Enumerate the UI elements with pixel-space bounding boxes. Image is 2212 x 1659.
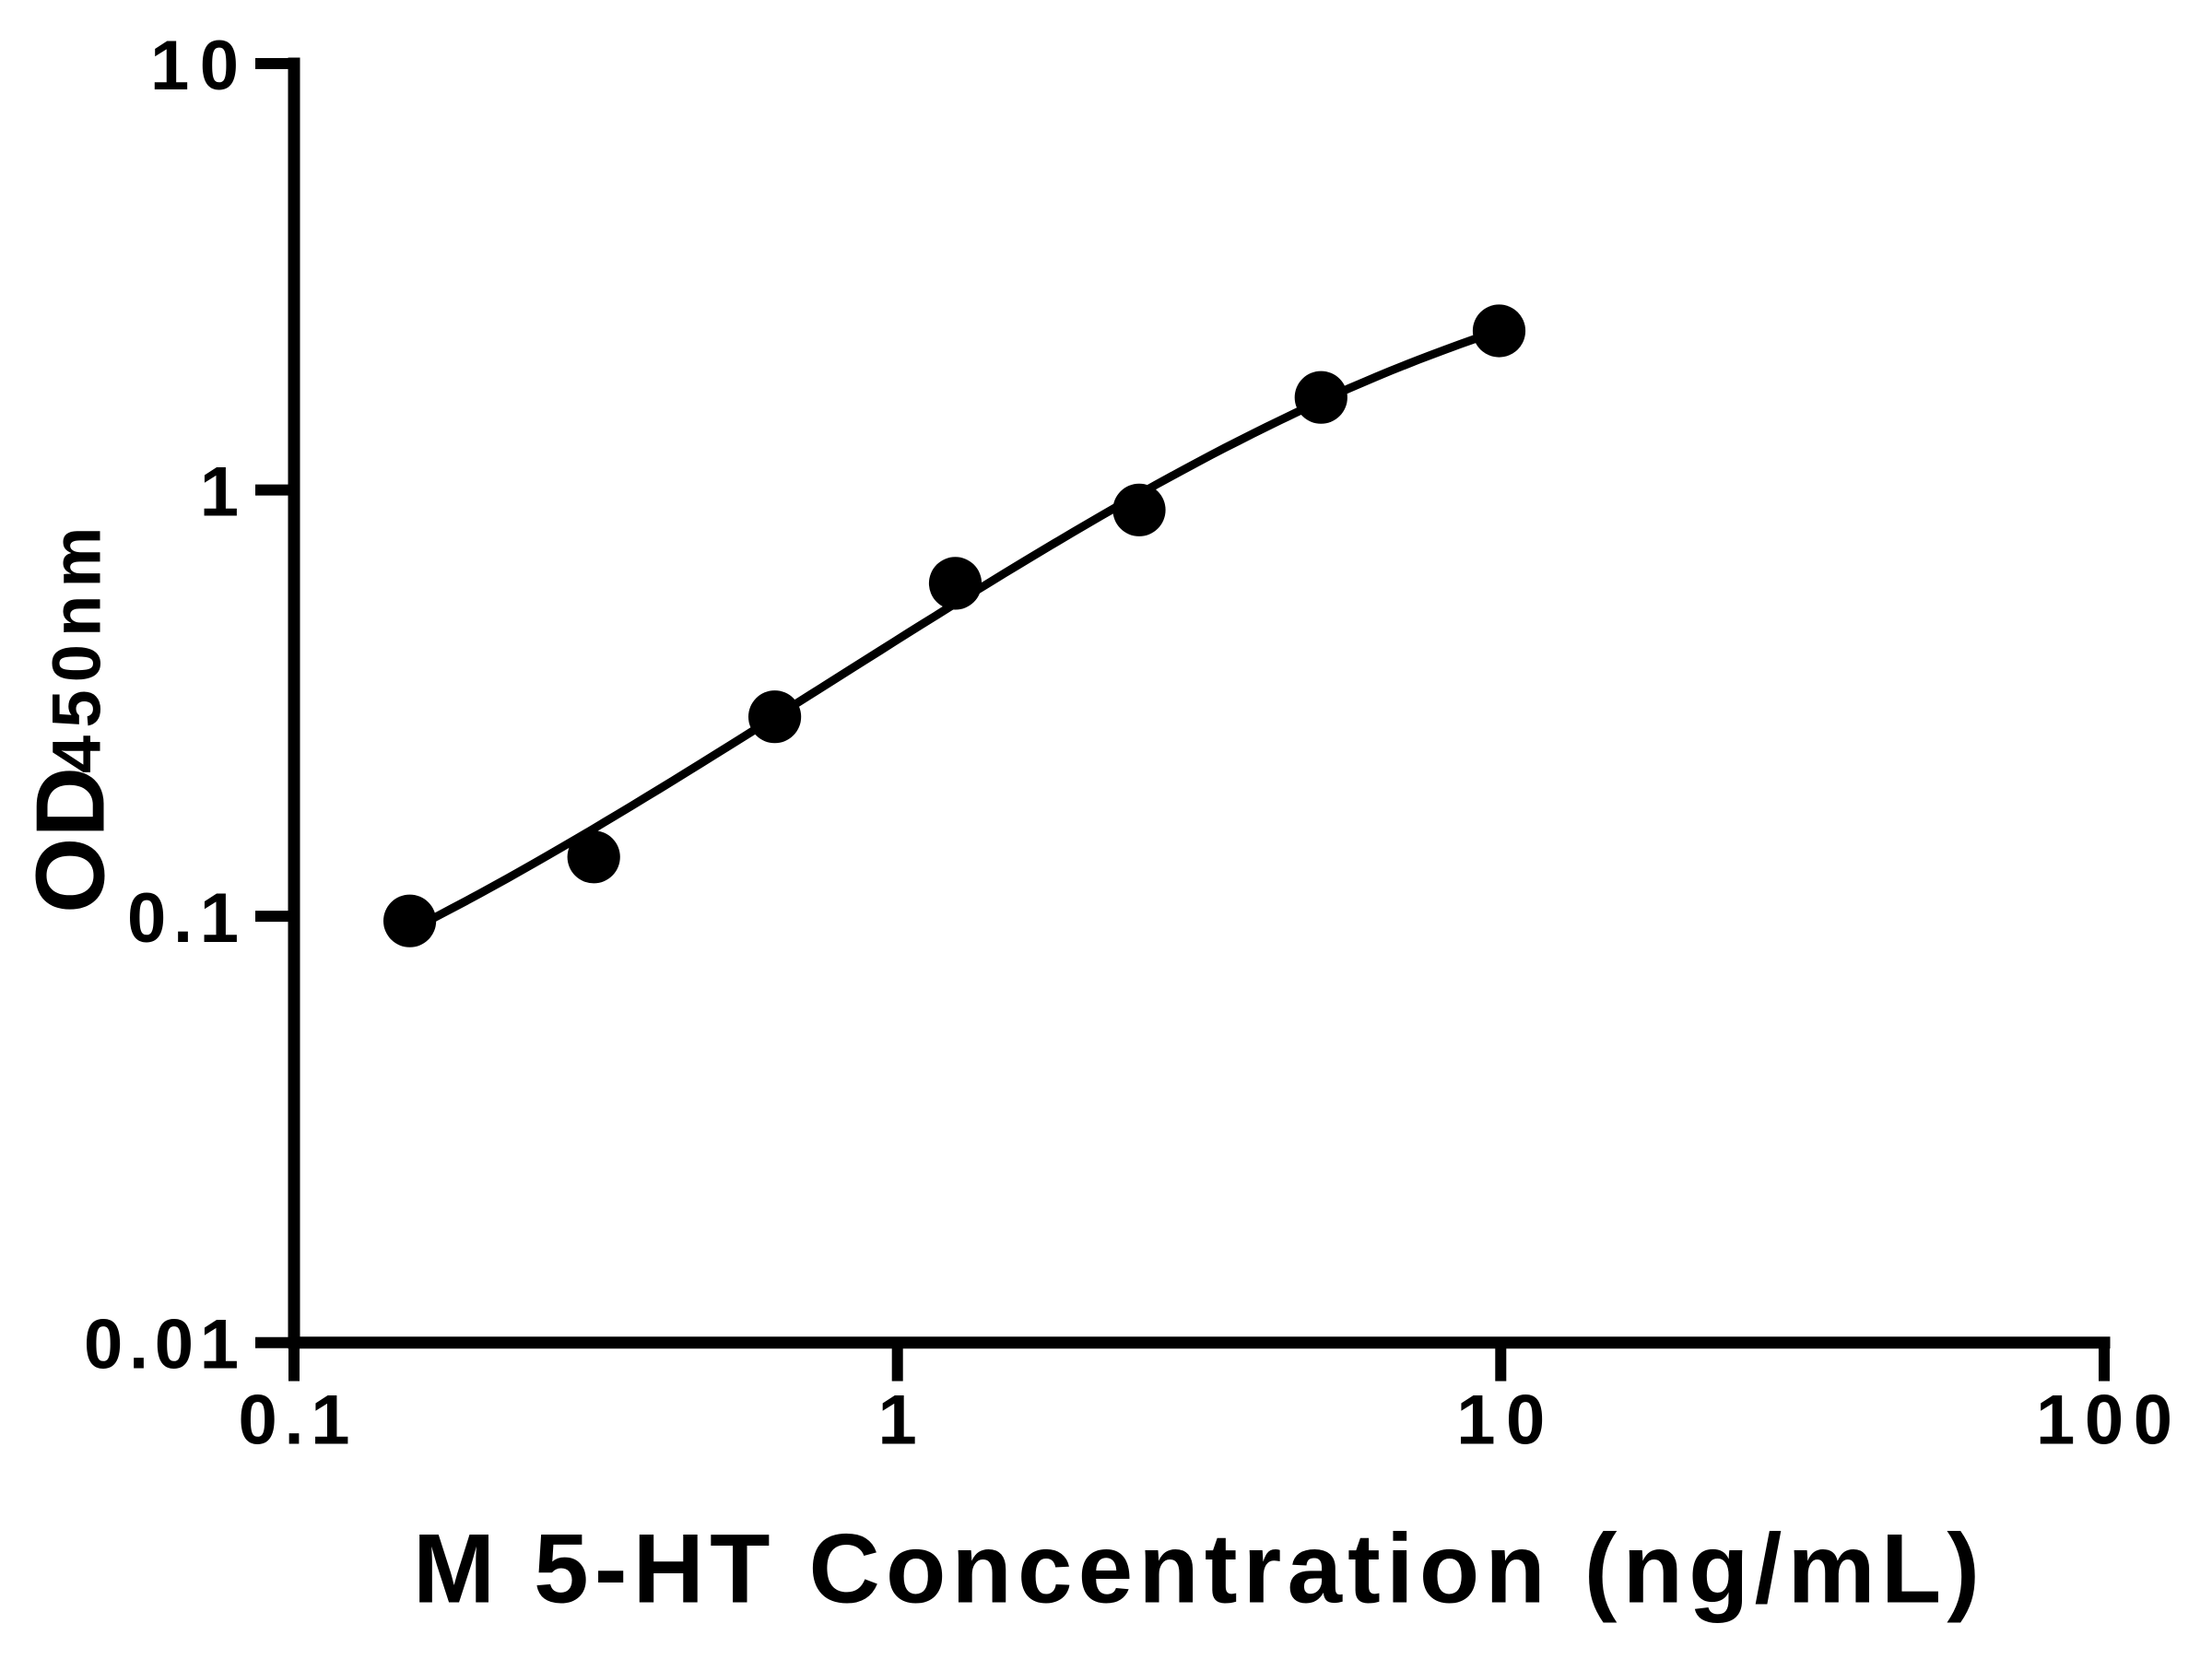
svg-text:0.01: 0.01 [84, 1306, 239, 1384]
svg-text:0.1: 0.1 [239, 1382, 350, 1460]
svg-text:M 5-HT Concentration (ng/mL): M 5-HT Concentration (ng/mL) [413, 1513, 1980, 1624]
svg-text:1: 1 [878, 1382, 917, 1460]
svg-text:0.1: 0.1 [127, 879, 239, 958]
svg-text:100: 100 [2036, 1382, 2172, 1460]
svg-text:OD: OD [17, 767, 125, 913]
svg-text:450nm: 450nm [39, 520, 115, 773]
svg-text:1: 1 [200, 453, 239, 531]
